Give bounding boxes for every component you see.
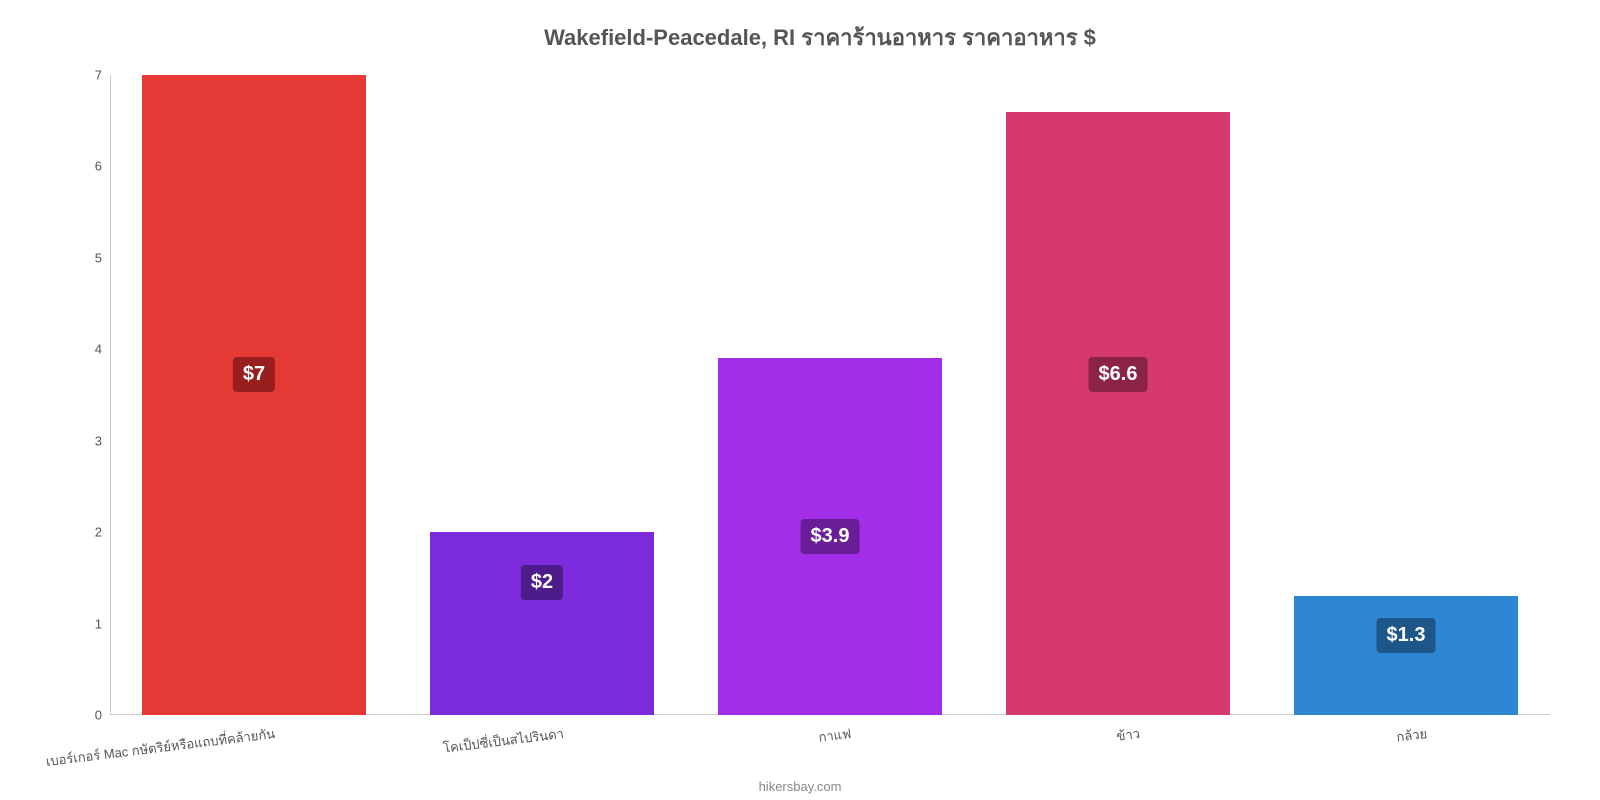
bar: $6.6: [1006, 112, 1231, 715]
plot-area: 01234567 $7$2$3.9$6.6$1.3 เบอร์เกอร์ Mac…: [110, 75, 1550, 715]
bar-chart: Wakefield-Peacedale, RI ราคาร้านอาหาร รา…: [80, 20, 1560, 760]
y-tick-label: 7: [95, 68, 102, 83]
bar: $2: [430, 532, 655, 715]
bar: $1.3: [1294, 596, 1519, 715]
bar-value-label: $1.3: [1377, 618, 1436, 653]
y-axis: 01234567: [80, 75, 110, 715]
bar: $7: [142, 75, 367, 715]
attribution-text: hikersbay.com: [759, 779, 842, 794]
bar-value-label: $2: [521, 565, 563, 600]
x-tick-label: เบอร์เกอร์ Mac กษัตริย์หรือแถบที่คล้ายกั…: [45, 723, 276, 772]
x-axis-labels: เบอร์เกอร์ Mac กษัตริย์หรือแถบที่คล้ายกั…: [110, 715, 1550, 775]
y-tick-label: 1: [95, 616, 102, 631]
chart-title: Wakefield-Peacedale, RI ราคาร้านอาหาร รา…: [80, 20, 1560, 55]
y-tick-label: 5: [95, 250, 102, 265]
x-tick-label: กาแฟ: [817, 723, 852, 748]
bar-value-label: $7: [233, 357, 275, 392]
x-tick-label: กล้วย: [1395, 723, 1428, 748]
y-tick-label: 6: [95, 159, 102, 174]
y-tick-label: 3: [95, 433, 102, 448]
y-tick-label: 2: [95, 525, 102, 540]
bar-value-label: $3.9: [801, 519, 860, 554]
bar-value-label: $6.6: [1089, 357, 1148, 392]
bars-area: $7 $2 $3.9 $6.6 $1.3: [110, 75, 1550, 715]
y-tick-label: 4: [95, 342, 102, 357]
bar: $3.9: [718, 358, 943, 715]
y-tick-label: 0: [95, 708, 102, 723]
x-tick-label: โคเป็ปซี่เป็นสไปรินดา: [442, 723, 565, 759]
x-tick-label: ข้าว: [1115, 723, 1141, 747]
